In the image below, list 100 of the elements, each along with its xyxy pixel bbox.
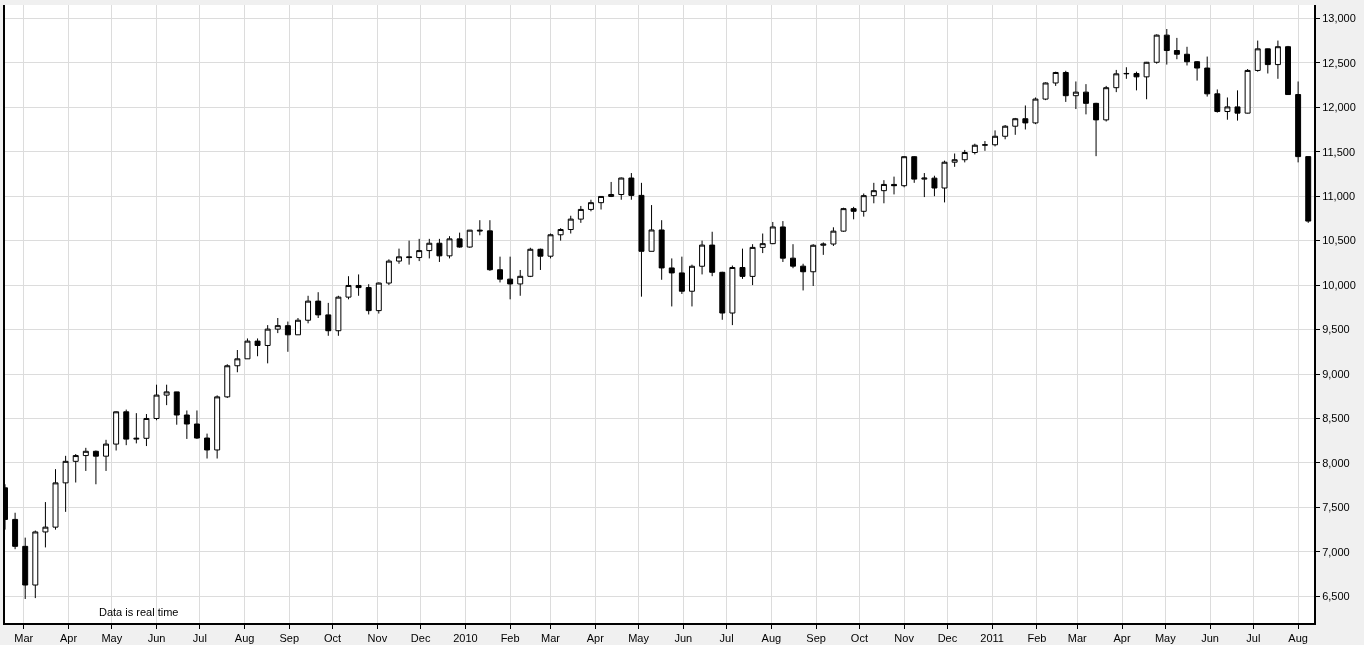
candlestick (133, 412, 140, 444)
candlestick (365, 283, 372, 315)
x-tick-label: Dec (410, 632, 431, 645)
candlestick (921, 172, 928, 198)
candlestick (779, 220, 786, 263)
candlestick (497, 256, 503, 283)
x-tick-label: Apr (586, 632, 605, 645)
x-tick-label: 2011 (980, 632, 1004, 645)
candlestick (123, 409, 130, 446)
candlestick (305, 295, 312, 324)
candlestick (466, 229, 473, 249)
x-tick-label: Jun (147, 632, 166, 645)
candlestick (1214, 88, 1221, 114)
candlestick (678, 256, 685, 295)
candlestick (92, 449, 99, 485)
y-tick-label: 9,500 (1322, 323, 1350, 336)
annotation: Data is real time (99, 606, 179, 618)
candlestick (1062, 70, 1069, 103)
candlestick (961, 149, 968, 163)
candlestick (1264, 48, 1271, 74)
candlestick (244, 337, 251, 360)
candlestick (689, 264, 695, 307)
candlestick (446, 235, 453, 259)
candlestick (274, 317, 281, 334)
candlestick (12, 512, 19, 550)
x-tick-label: May (628, 632, 650, 645)
candlestick (1002, 124, 1009, 140)
candlestick (537, 248, 544, 271)
candlestick (527, 247, 534, 278)
candlestick (436, 238, 443, 263)
candlestick (608, 181, 615, 198)
x-tick-label: Mar (1067, 632, 1088, 645)
x-tick-label: Oct (850, 632, 868, 645)
candlestick (587, 199, 594, 212)
candlestick (1113, 69, 1120, 93)
candlestick (840, 207, 847, 233)
candlestick (1022, 104, 1029, 130)
candlestick (82, 447, 89, 472)
x-tick-label: Nov (367, 632, 388, 645)
candlestick (1224, 96, 1231, 121)
x-tick-label: 2010 (453, 632, 478, 645)
x-tick-label: Oct (324, 632, 342, 645)
x-tick-label: Jun (674, 632, 693, 645)
candlestick (1184, 46, 1190, 66)
candlestick (648, 204, 655, 252)
y-tick-label: 10,000 (1322, 278, 1356, 291)
x-tick-label: Dec (937, 632, 958, 645)
x-tick-label: Aug (1288, 632, 1308, 645)
candlestick (547, 233, 554, 259)
candlestick (1083, 83, 1089, 115)
candlestick (1153, 33, 1160, 65)
x-tick-label: Jul (1246, 632, 1261, 645)
candlestick (1072, 80, 1079, 110)
candlestick (426, 238, 433, 259)
candlestick (375, 281, 382, 315)
candlestick (971, 143, 978, 155)
candlestick (143, 413, 150, 447)
candlestick (1295, 80, 1302, 163)
candlestick (638, 182, 645, 298)
candlestick (1133, 71, 1140, 91)
candlestick (790, 243, 796, 269)
candlestick (22, 537, 29, 600)
candlestick (1234, 89, 1241, 122)
candlestick (183, 409, 190, 440)
candlestick (517, 269, 524, 297)
y-tick-label: 7,000 (1322, 545, 1350, 558)
candlestick (658, 219, 665, 281)
candlestick (567, 215, 574, 235)
candlestick (325, 302, 332, 337)
x-tick-label: Feb (500, 632, 520, 645)
candlestick (355, 273, 362, 297)
x-tick-label: May (101, 632, 123, 645)
candlestick (1305, 156, 1312, 224)
candlestick (1093, 102, 1100, 157)
candlestick (1123, 66, 1130, 80)
y-tick-label: 7,500 (1322, 501, 1350, 514)
x-tick-label: Mar (14, 632, 34, 645)
candlestick (234, 349, 241, 373)
y-tick-label: 11,500 (1322, 145, 1356, 158)
candlestick (52, 468, 59, 531)
x-tick-label: Apr (59, 632, 78, 645)
candlestick (1244, 68, 1251, 114)
x-tick-label: Jul (192, 632, 207, 645)
candlestick (598, 195, 605, 211)
candlestick (113, 410, 120, 451)
y-tick-label: 6,500 (1322, 590, 1350, 603)
x-tick-label: Aug (761, 632, 782, 645)
candlestick (1274, 40, 1281, 80)
candlestick (486, 219, 493, 272)
candlestick (850, 206, 857, 220)
candlestick (719, 271, 726, 321)
y-tick-label: 11,000 (1322, 190, 1356, 203)
candlestick (749, 243, 756, 286)
candlestick (507, 256, 514, 300)
candlestick (72, 453, 79, 484)
candlestick (406, 240, 413, 266)
candlestick (709, 231, 716, 277)
candlestick (941, 160, 948, 203)
candlestick (911, 155, 918, 184)
candlestick (810, 243, 817, 287)
